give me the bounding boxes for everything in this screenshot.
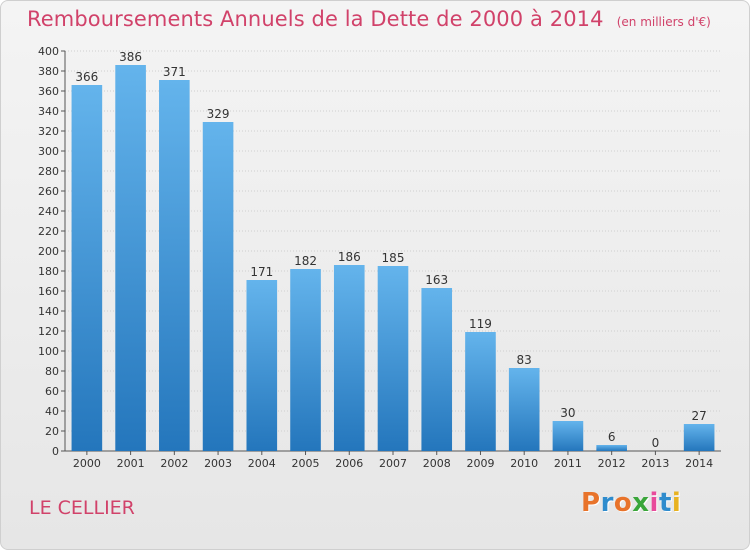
- x-tick-label-2011: 2011: [554, 457, 582, 470]
- value-label-2008: 163: [425, 273, 448, 287]
- bar-2003[interactable]: [202, 122, 234, 451]
- x-tick-label-2005: 2005: [292, 457, 320, 470]
- bar-2008[interactable]: [421, 288, 453, 451]
- logo-letter: x: [632, 488, 650, 518]
- y-tick-label: 220: [38, 225, 59, 238]
- logo-letter: r: [600, 488, 614, 518]
- bar-2010[interactable]: [508, 368, 540, 451]
- title-row: Remboursements Annuels de la Dette de 20…: [27, 7, 711, 31]
- y-tick-label: 20: [45, 425, 59, 438]
- chart-title: Remboursements Annuels de la Dette de 20…: [27, 7, 604, 31]
- y-tick-label: 80: [45, 365, 59, 378]
- value-label-2007: 185: [382, 251, 405, 265]
- y-tick-label: 120: [38, 325, 59, 338]
- bar-2011[interactable]: [552, 421, 584, 451]
- y-tick-label: 200: [38, 245, 59, 258]
- y-tick-label: 340: [38, 105, 59, 118]
- x-tick-label-2009: 2009: [466, 457, 494, 470]
- y-tick-label: 40: [45, 405, 59, 418]
- y-tick-label: 100: [38, 345, 59, 358]
- x-tick-label-2008: 2008: [423, 457, 451, 470]
- x-tick-label-2002: 2002: [160, 457, 188, 470]
- bar-2005[interactable]: [290, 269, 321, 451]
- value-label-2004: 171: [250, 265, 273, 279]
- commune-name: LE CELLIER: [29, 497, 135, 519]
- x-tick-label-2013: 2013: [641, 457, 669, 470]
- y-tick-label: 140: [38, 305, 59, 318]
- bar-2014[interactable]: [683, 424, 715, 451]
- x-tick-label-2010: 2010: [510, 457, 538, 470]
- y-tick-label: 240: [38, 205, 59, 218]
- logo-letter: t: [658, 488, 672, 518]
- x-tick-label-2012: 2012: [598, 457, 626, 470]
- bar-2004[interactable]: [246, 280, 278, 451]
- x-tick-label-2001: 2001: [117, 457, 145, 470]
- y-tick-label: 360: [38, 85, 59, 98]
- value-label-2014: 27: [691, 409, 706, 423]
- bar-2009[interactable]: [465, 332, 496, 451]
- value-label-2009: 119: [469, 317, 492, 331]
- x-tick-label-2000: 2000: [73, 457, 101, 470]
- value-label-2012: 6: [608, 430, 616, 444]
- y-tick-label: 260: [38, 185, 59, 198]
- bar-2012[interactable]: [596, 445, 627, 451]
- bar-2002[interactable]: [159, 80, 190, 451]
- y-tick-label: 400: [38, 45, 59, 58]
- value-label-2006: 186: [338, 250, 361, 264]
- value-label-2011: 30: [560, 406, 575, 420]
- value-label-2003: 329: [207, 107, 230, 121]
- value-label-2013: 0: [652, 436, 660, 450]
- bar-2001[interactable]: [115, 65, 146, 451]
- y-tick-label: 320: [38, 125, 59, 138]
- x-tick-label-2004: 2004: [248, 457, 276, 470]
- chart-subtitle: (en milliers d'€): [616, 15, 711, 29]
- y-tick-label: 380: [38, 65, 59, 78]
- bars: [71, 65, 715, 451]
- value-label-2001: 386: [119, 50, 142, 64]
- proxiti-logo[interactable]: Proxiti: [581, 488, 681, 518]
- x-tick-label-2006: 2006: [335, 457, 363, 470]
- value-label-2005: 182: [294, 254, 317, 268]
- grid-lines: [65, 50, 721, 432]
- labels: 0204060801001201401601802002202402602803…: [38, 45, 713, 470]
- value-label-2000: 366: [75, 70, 98, 84]
- value-label-2010: 83: [517, 353, 532, 367]
- x-tick-label-2003: 2003: [204, 457, 232, 470]
- y-tick-label: 300: [38, 145, 59, 158]
- value-label-2002: 371: [163, 65, 186, 79]
- logo-letter: o: [613, 488, 633, 518]
- x-tick-label-2007: 2007: [379, 457, 407, 470]
- bar-2007[interactable]: [377, 266, 409, 451]
- y-tick-label: 280: [38, 165, 59, 178]
- logo-letter: i: [649, 488, 659, 518]
- logo-letter: P: [581, 488, 601, 518]
- bar-2000[interactable]: [71, 85, 103, 451]
- y-tick-label: 0: [52, 445, 59, 458]
- y-tick-label: 180: [38, 265, 59, 278]
- bar-2006[interactable]: [333, 265, 365, 451]
- y-tick-label: 160: [38, 285, 59, 298]
- y-tick-label: 60: [45, 385, 59, 398]
- x-tick-label-2014: 2014: [685, 457, 713, 470]
- logo-letter: i: [671, 488, 682, 518]
